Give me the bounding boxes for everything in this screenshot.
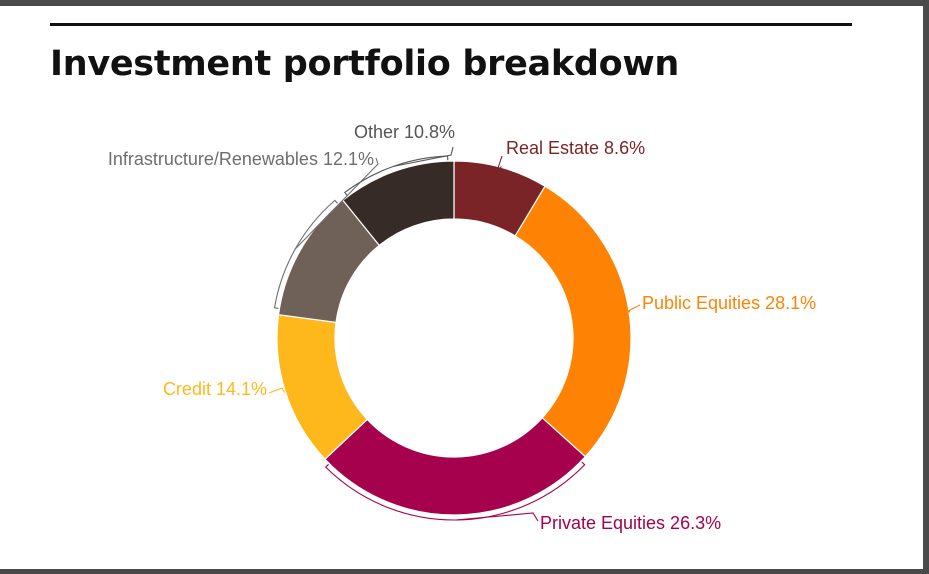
label-infrastructure-renewables-leader	[294, 157, 379, 250]
window-frame-top	[0, 0, 929, 6]
label-real-estate-leader	[496, 155, 503, 172]
page-title: Investment portfolio breakdown	[50, 44, 679, 84]
title-rule	[50, 23, 852, 26]
label-credit: Credit 14.1%	[163, 379, 267, 399]
window-frame-right	[923, 0, 929, 574]
label-infrastructure-renewables: Infrastructure/Renewables 12.1%	[108, 149, 374, 169]
slice-public-equities	[514, 185, 632, 458]
label-real-estate: Real Estate 8.6%	[506, 138, 645, 158]
slice-private-equities	[324, 416, 587, 516]
label-other-leader	[393, 146, 454, 167]
label-private-equities-leader	[455, 512, 539, 522]
window-frame-bottom	[0, 569, 929, 574]
slice-other	[342, 160, 455, 247]
label-private-equities: Private Equities 26.3%	[540, 513, 721, 533]
label-credit-leader	[268, 387, 286, 394]
label-public-equities: Public Equities 28.1%	[642, 293, 816, 313]
label-public-equities-leader	[626, 304, 641, 313]
label-other: Other 10.8%	[354, 122, 455, 142]
